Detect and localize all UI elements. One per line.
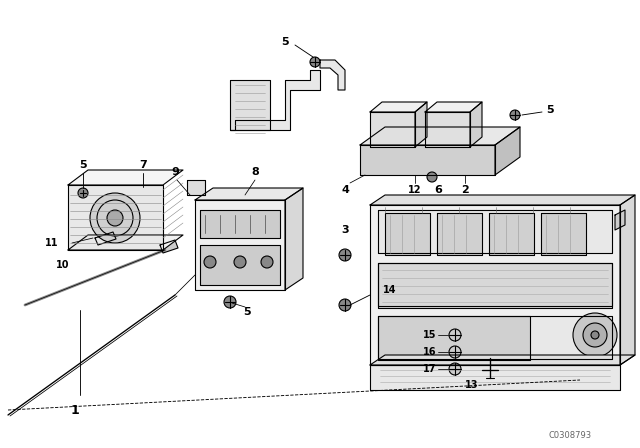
Polygon shape [489, 213, 534, 255]
Text: 5: 5 [281, 37, 289, 47]
Text: 16: 16 [423, 347, 436, 357]
Polygon shape [370, 205, 620, 365]
Polygon shape [68, 235, 183, 250]
Polygon shape [378, 316, 612, 359]
Text: 1: 1 [70, 404, 79, 417]
Circle shape [510, 110, 520, 120]
Polygon shape [415, 102, 427, 147]
Polygon shape [378, 263, 612, 306]
Polygon shape [378, 316, 530, 360]
Circle shape [591, 331, 599, 339]
Circle shape [449, 329, 461, 341]
Polygon shape [370, 195, 635, 205]
Text: 4: 4 [341, 185, 349, 195]
Polygon shape [200, 245, 280, 285]
Polygon shape [495, 127, 520, 175]
Polygon shape [360, 145, 495, 175]
Polygon shape [200, 210, 280, 238]
Text: 5: 5 [79, 160, 87, 170]
Circle shape [310, 57, 320, 67]
Text: 8: 8 [251, 167, 259, 177]
Text: 7: 7 [139, 160, 147, 170]
Polygon shape [68, 170, 183, 185]
Circle shape [261, 256, 273, 268]
Polygon shape [425, 112, 470, 147]
Polygon shape [95, 232, 116, 245]
Circle shape [449, 363, 461, 375]
Polygon shape [195, 200, 285, 290]
Text: 9: 9 [171, 167, 179, 177]
Text: 14: 14 [383, 285, 397, 295]
Circle shape [427, 172, 437, 182]
Polygon shape [195, 188, 303, 200]
Text: 5: 5 [546, 105, 554, 115]
Text: 17: 17 [423, 364, 436, 374]
Polygon shape [385, 213, 430, 255]
Text: 13: 13 [465, 380, 479, 390]
Polygon shape [285, 188, 303, 290]
Text: 6: 6 [434, 185, 442, 195]
Polygon shape [370, 102, 427, 112]
Polygon shape [615, 210, 625, 230]
Text: 12: 12 [408, 185, 422, 195]
Polygon shape [230, 70, 320, 130]
Polygon shape [370, 365, 620, 390]
Polygon shape [360, 127, 520, 145]
Circle shape [339, 299, 351, 311]
Polygon shape [437, 213, 482, 255]
Circle shape [234, 256, 246, 268]
Polygon shape [320, 60, 345, 90]
Text: 10: 10 [56, 260, 70, 270]
Polygon shape [68, 185, 163, 250]
Polygon shape [425, 102, 482, 112]
Text: 15: 15 [423, 330, 436, 340]
Circle shape [573, 313, 617, 357]
Text: C0308793: C0308793 [548, 431, 591, 439]
Polygon shape [378, 263, 612, 308]
Polygon shape [187, 180, 205, 195]
Circle shape [449, 346, 461, 358]
Circle shape [107, 210, 123, 226]
Polygon shape [541, 213, 586, 255]
Polygon shape [470, 102, 482, 147]
Circle shape [583, 323, 607, 347]
Polygon shape [230, 80, 270, 130]
Text: 3: 3 [341, 225, 349, 235]
Polygon shape [378, 210, 612, 253]
Text: 2: 2 [461, 185, 469, 195]
Text: 11: 11 [45, 238, 59, 248]
Circle shape [78, 188, 88, 198]
Circle shape [224, 296, 236, 308]
Polygon shape [370, 355, 635, 365]
Circle shape [90, 193, 140, 243]
Polygon shape [370, 112, 415, 147]
Polygon shape [620, 195, 635, 365]
Polygon shape [160, 240, 178, 253]
Circle shape [339, 249, 351, 261]
Circle shape [376, 291, 384, 299]
Circle shape [204, 256, 216, 268]
Text: 5: 5 [243, 307, 251, 317]
